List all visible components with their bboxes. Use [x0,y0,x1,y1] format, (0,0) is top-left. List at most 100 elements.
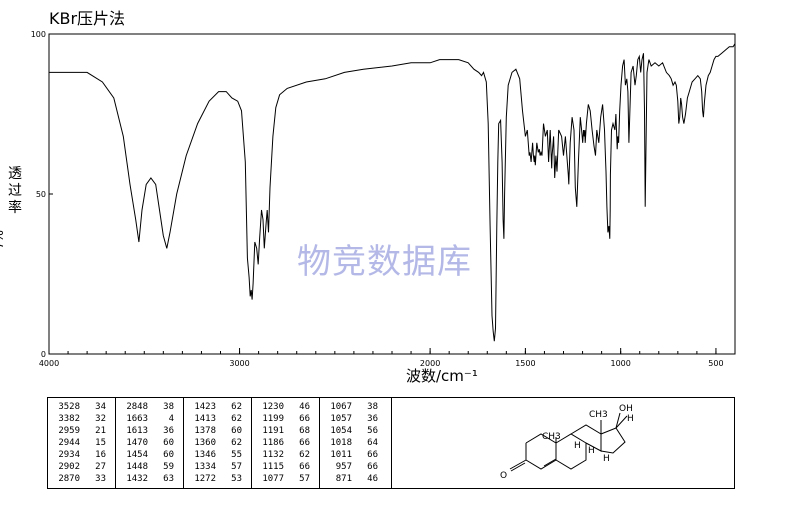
peak-wavenumber: 2902 [58,462,80,472]
peak-table-row: 871 46 [322,473,378,485]
peak-table-column: 1067 38 1057 36 1054 56 1018 64 1011 66 957 66 871 46 [322,401,378,485]
peak-transmittance: 60 [231,426,242,436]
x-tick-label: 1000 [610,359,630,368]
peak-table-row: 2934 16 [50,449,106,461]
peak-table-row: 1011 66 [322,449,378,461]
peak-wavenumber: 1054 [330,426,352,436]
peak-wavenumber: 1454 [126,450,148,460]
x-tick-label: 4000 [39,359,59,368]
oh-label: OH [619,404,633,414]
peak-transmittance: 63 [163,474,174,484]
peak-transmittance: 60 [163,438,174,448]
peak-transmittance: 33 [95,474,106,484]
y-axis-label-char: 透 [8,166,22,182]
peak-transmittance: 62 [231,438,242,448]
peak-table-row: 1018 64 [322,437,378,449]
peak-wavenumber: 1346 [194,450,216,460]
peak-transmittance: 66 [367,462,378,472]
peak-wavenumber: 2934 [58,450,80,460]
peak-table-column: 3528 34 3382 32 2959 21 2944 15 2934 16 2902 27 2870… [50,401,106,485]
peak-wavenumber: 1272 [194,474,216,484]
peak-transmittance: 68 [299,426,310,436]
h-label-9: H [574,441,581,451]
peak-wavenumber: 3528 [58,402,80,412]
y-axis-unit: %/ [0,230,4,247]
peak-wavenumber: 2959 [58,426,80,436]
peak-wavenumber: 2848 [126,402,148,412]
peak-wavenumber: 871 [335,474,352,484]
spectrum-title: KBr压片法 [49,9,126,28]
peak-table-separator [319,398,320,488]
peak-transmittance: 36 [163,426,174,436]
peak-table-separator [251,398,252,488]
peak-table-row: 1077 57 [254,473,310,485]
peak-table-row: 1613 36 [118,425,174,437]
peak-wavenumber: 1663 [126,414,148,424]
peak-transmittance: 46 [367,474,378,484]
peak-transmittance: 66 [299,462,310,472]
peak-table-row: 1199 66 [254,413,310,425]
peak-transmittance: 62 [231,414,242,424]
h-label-14: H [603,454,610,464]
peak-table-column: 1230 46 1199 66 1191 68 1186 66 1132 62 1115 66 1077… [254,401,310,485]
peak-table-row: 1115 66 [254,461,310,473]
peak-wavenumber: 1360 [194,438,216,448]
peak-table-row: 1054 56 [322,425,378,437]
y-tick-label: 100 [31,30,46,39]
peak-transmittance: 15 [95,438,106,448]
peak-transmittance: 53 [231,474,242,484]
peak-transmittance: 59 [163,462,174,472]
peak-transmittance: 57 [299,474,310,484]
peak-table-row: 2944 15 [50,437,106,449]
peak-transmittance: 66 [299,414,310,424]
peak-transmittance: 55 [231,450,242,460]
peak-transmittance: 32 [95,414,106,424]
peak-table-row: 2959 21 [50,425,106,437]
x-tick-label: 1500 [515,359,535,368]
peak-wavenumber: 2870 [58,474,80,484]
peak-table-row: 1067 38 [322,401,378,413]
peak-wavenumber: 1423 [194,402,216,412]
ch3-label-18: CH3 [589,410,608,420]
peak-table-row: 1346 55 [186,449,242,461]
peak-table-row: 1186 66 [254,437,310,449]
peak-wavenumber: 957 [335,462,352,472]
peak-table-column: 2848 38 1663 4 1613 36 1470 60 1454 60 1448 59 1432 6… [118,401,174,485]
peak-transmittance: 34 [95,402,106,412]
peak-table-row: 1230 46 [254,401,310,413]
x-axis-label: 波数/cm⁻¹ [406,367,478,385]
peak-table-row: 1470 60 [118,437,174,449]
peak-table-row: 957 66 [322,461,378,473]
peak-wavenumber: 1132 [262,450,284,460]
watermark: 物竞数据库 [297,242,472,282]
peak-transmittance: 57 [231,462,242,472]
peak-wavenumber: 1448 [126,462,148,472]
peak-wavenumber: 1057 [330,414,352,424]
spectrum-line [49,43,736,342]
peak-wavenumber: 1334 [194,462,216,472]
peak-table-row: 1057 36 [322,413,378,425]
x-tick-label: 500 [708,359,723,368]
peak-table-row: 2902 27 [50,461,106,473]
peak-transmittance: 46 [299,402,310,412]
peak-wavenumber: 1230 [262,402,284,412]
peak-wavenumber: 1018 [330,438,352,448]
peak-transmittance: 66 [367,450,378,460]
peak-transmittance: 62 [231,402,242,412]
peak-table-row: 1272 53 [186,473,242,485]
peak-table-row: 1454 60 [118,449,174,461]
peak-wavenumber: 1432 [126,474,148,484]
peak-table-row: 1378 60 [186,425,242,437]
peak-transmittance: 60 [163,450,174,460]
y-tick-label: 50 [36,190,46,199]
peak-table-row: 3382 32 [50,413,106,425]
ch3-label-19: CH3 [542,432,561,442]
molecule-structure: OH H CH3 CH3 H H H O [500,404,634,481]
peak-table-column: 1423 62 1413 62 1378 60 1360 62 1346 55 1334 57 1272… [186,401,242,485]
peak-wavenumber: 1413 [194,414,216,424]
peak-table-separator [115,398,116,488]
peak-wavenumber: 2944 [58,438,80,448]
peak-transmittance: 36 [367,414,378,424]
x-tick-label: 3000 [229,359,249,368]
